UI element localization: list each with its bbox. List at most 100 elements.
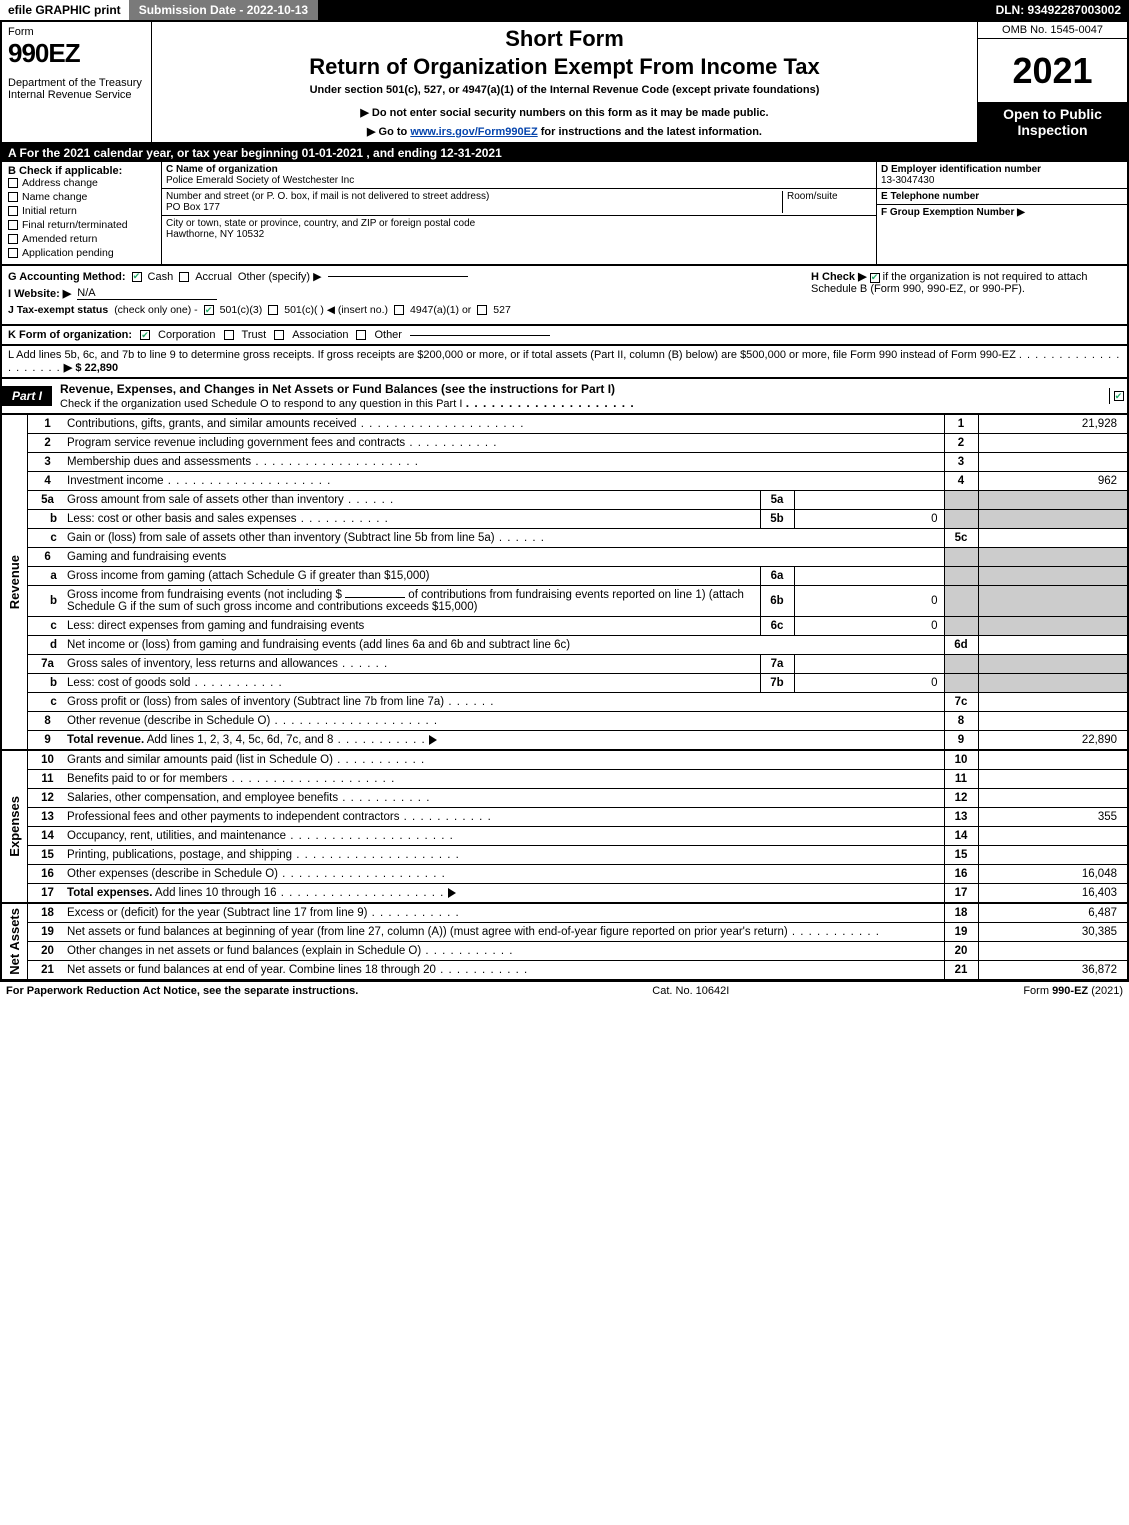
line-no: c (28, 693, 63, 712)
submission-date: Submission Date - 2022-10-13 (129, 0, 318, 20)
g-other-input[interactable] (328, 276, 468, 277)
chk-name-change[interactable] (8, 192, 18, 202)
line-rval: 962 (978, 472, 1128, 491)
line-rval-grey (978, 491, 1128, 510)
chk-application-pending-lbl: Application pending (22, 247, 114, 259)
table-row: 7a Gross sales of inventory, less return… (1, 655, 1128, 674)
chk-amended-return-lbl: Amended return (22, 233, 97, 245)
line-desc: Net income or (loss) from gaming and fun… (62, 636, 944, 655)
line-desc: Gross income from fundraising events (no… (62, 586, 760, 617)
identity-box: B Check if applicable: Address change Na… (0, 162, 1129, 266)
chk-trust[interactable] (224, 330, 234, 340)
line-no: 11 (28, 770, 63, 789)
line-rno: 10 (944, 750, 978, 770)
chk-address-change[interactable] (8, 178, 18, 188)
line-rno: 19 (944, 923, 978, 942)
line-desc: Other revenue (describe in Schedule O) (62, 712, 944, 731)
l-value: ▶ $ 22,890 (64, 362, 118, 374)
table-row: 19 Net assets or fund balances at beginn… (1, 923, 1128, 942)
j-501c: 501(c)( ) ◀ (insert no.) (284, 304, 388, 316)
line-rno: 2 (944, 434, 978, 453)
footer-right: Form 990-EZ (2021) (1023, 985, 1123, 997)
f-cell: F Group Exemption Number ▶ (877, 205, 1127, 220)
line-desc: Total expenses. Add lines 10 through 16 (62, 884, 944, 904)
chk-accrual[interactable] (179, 272, 189, 282)
line-desc: Grants and similar amounts paid (list in… (62, 750, 944, 770)
line-rval (978, 846, 1128, 865)
chk-4947[interactable] (394, 305, 404, 315)
table-row: 2 Program service revenue including gove… (1, 434, 1128, 453)
website-value: N/A (77, 287, 217, 300)
chk-initial-return[interactable] (8, 206, 18, 216)
j-note: (check only one) - (114, 304, 197, 316)
k-corp: Corporation (158, 329, 215, 341)
dept-label: Department of the Treasury Internal Reve… (8, 77, 145, 101)
arrow-icon (429, 735, 437, 745)
line-rval (978, 636, 1128, 655)
table-row: Expenses 10 Grants and similar amounts p… (1, 750, 1128, 770)
chk-final-return-lbl: Final return/terminated (22, 219, 128, 231)
chk-application-pending[interactable] (8, 248, 18, 258)
line-rno: 5c (944, 529, 978, 548)
g-label: G Accounting Method: (8, 271, 126, 283)
efile-label[interactable]: efile GRAPHIC print (0, 0, 129, 20)
line-rval (978, 434, 1128, 453)
j-501c3: 501(c)(3) (220, 304, 263, 316)
table-row: c Gross profit or (loss) from sales of i… (1, 693, 1128, 712)
d-label: D Employer identification number (881, 164, 1123, 175)
line-rno: 14 (944, 827, 978, 846)
part1-tab: Part I (2, 386, 52, 406)
chk-corporation[interactable] (140, 330, 150, 340)
chk-501c[interactable] (268, 305, 278, 315)
j-row: J Tax-exempt status (check only one) - 5… (8, 304, 1121, 316)
chk-amended-return[interactable] (8, 234, 18, 244)
line-desc: Gross income from gaming (attach Schedul… (62, 567, 760, 586)
table-row: Revenue 1 Contributions, gifts, grants, … (1, 415, 1128, 434)
header-mid: Short Form Return of Organization Exempt… (152, 22, 977, 142)
line-rno: 21 (944, 961, 978, 981)
dln-label: DLN: 93492287003002 (988, 0, 1129, 20)
line-desc: Contributions, gifts, grants, and simila… (62, 415, 944, 434)
g-accrual: Accrual (195, 271, 232, 283)
expenses-sideband: Expenses (1, 750, 28, 903)
line-rval (978, 770, 1128, 789)
chk-final-return[interactable] (8, 220, 18, 230)
page-footer: For Paperwork Reduction Act Notice, see … (0, 981, 1129, 1000)
chk-527[interactable] (477, 305, 487, 315)
c-name-label: C Name of organization (166, 164, 872, 175)
line-rval: 30,385 (978, 923, 1128, 942)
netassets-sideband: Net Assets (1, 903, 28, 980)
k-other-input[interactable] (410, 335, 550, 336)
line-rno: 8 (944, 712, 978, 731)
line-rval (978, 827, 1128, 846)
line-no: 15 (28, 846, 63, 865)
line-desc: Investment income (62, 472, 944, 491)
short-form-title: Short Form (160, 26, 969, 52)
line-rno: 12 (944, 789, 978, 808)
chk-schedule-o-used[interactable] (1114, 391, 1124, 401)
arrow-icon (448, 888, 456, 898)
part1-checkbox[interactable] (1109, 388, 1127, 404)
ein-value: 13-3047430 (881, 175, 1123, 186)
table-row: 5a Gross amount from sale of assets othe… (1, 491, 1128, 510)
line-rno-grey (944, 617, 978, 636)
k-label: K Form of organization: (8, 329, 132, 341)
chk-other-org[interactable] (356, 330, 366, 340)
fundraising-amount-input[interactable] (345, 597, 405, 598)
line-rno: 15 (944, 846, 978, 865)
chk-association[interactable] (274, 330, 284, 340)
tax-year: 2021 (978, 39, 1127, 102)
chk-cash[interactable] (132, 272, 142, 282)
omb-number: OMB No. 1545-0047 (978, 22, 1127, 39)
line-desc: Gross amount from sale of assets other t… (62, 491, 760, 510)
table-row: 20 Other changes in net assets or fund b… (1, 942, 1128, 961)
table-row: 14 Occupancy, rent, utilities, and maint… (1, 827, 1128, 846)
c-city-cell: City or town, state or province, country… (162, 216, 876, 242)
chk-initial-return-lbl: Initial return (22, 205, 77, 217)
irs-link[interactable]: www.irs.gov/Form990EZ (410, 126, 537, 138)
chk-schedule-b-not-required[interactable] (870, 273, 880, 283)
line-no: 3 (28, 453, 63, 472)
line-rval (978, 712, 1128, 731)
chk-501c3[interactable] (204, 305, 214, 315)
line-no: 8 (28, 712, 63, 731)
